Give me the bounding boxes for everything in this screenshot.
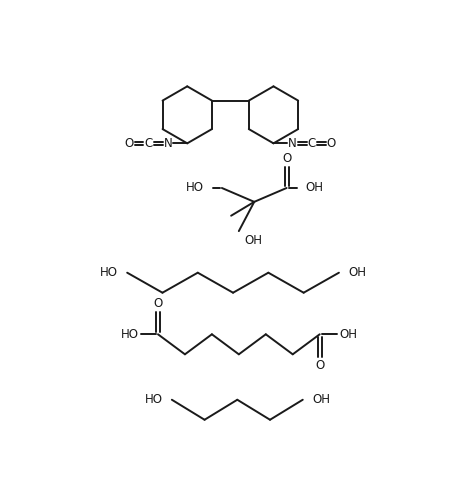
Text: C: C — [308, 137, 316, 150]
Text: OH: OH — [348, 266, 366, 279]
Text: N: N — [163, 137, 173, 150]
Text: HO: HO — [185, 182, 203, 195]
Text: OH: OH — [244, 234, 262, 247]
Text: O: O — [315, 358, 324, 372]
Text: C: C — [145, 137, 153, 150]
Text: O: O — [326, 137, 336, 150]
Text: OH: OH — [312, 393, 330, 406]
Text: O: O — [153, 297, 163, 310]
Text: N: N — [288, 137, 297, 150]
Text: O: O — [282, 152, 291, 165]
Text: HO: HO — [121, 328, 139, 341]
Text: HO: HO — [100, 266, 118, 279]
Text: HO: HO — [145, 393, 163, 406]
Text: OH: OH — [305, 182, 323, 195]
Text: OH: OH — [339, 328, 357, 341]
Text: O: O — [125, 137, 134, 150]
